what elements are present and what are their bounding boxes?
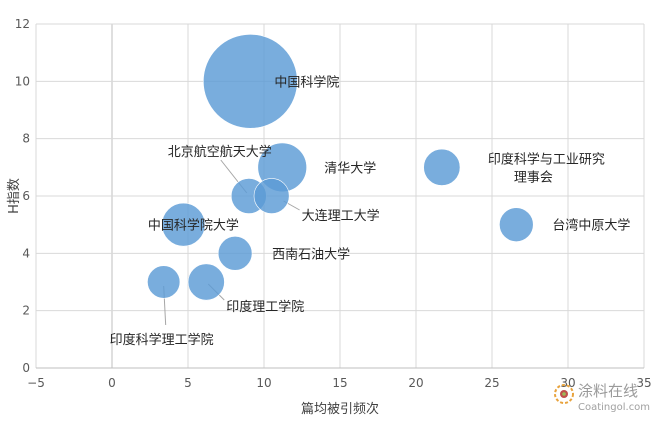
bubble-3 bbox=[253, 178, 290, 214]
watermark-sub: Coatingol.com bbox=[578, 402, 650, 413]
watermark-logo-icon bbox=[554, 384, 574, 404]
y-tick-label-6: 12 bbox=[15, 17, 30, 31]
x-tick-label-1: 0 bbox=[108, 376, 116, 390]
x-axis-ticks: −5 0 5 10 15 20 25 30 35 bbox=[27, 376, 651, 390]
bubbles bbox=[147, 34, 534, 301]
x-tick-label-6: 25 bbox=[484, 376, 499, 390]
point-label-6: 中国科学院大学 bbox=[148, 218, 239, 234]
x-tick-label-4: 15 bbox=[332, 376, 347, 390]
x-tick-label-0: −5 bbox=[27, 376, 45, 390]
y-tick-label-4: 8 bbox=[22, 132, 30, 146]
point-label-1: 北京航空航天大学 bbox=[168, 144, 272, 160]
y-tick-label-0: 0 bbox=[22, 361, 30, 375]
x-axis-title: 篇均被引频次 bbox=[301, 401, 379, 417]
y-axis-title: H指数 bbox=[7, 178, 22, 214]
y-tick-label-2: 4 bbox=[22, 246, 30, 260]
point-label-2: 清华大学 bbox=[324, 160, 376, 176]
bubble-0 bbox=[203, 34, 298, 129]
point-label-4: 印度科学与工业研究理事会 bbox=[488, 151, 605, 185]
bubble-8 bbox=[187, 263, 225, 301]
x-tick-label-8: 35 bbox=[636, 376, 651, 390]
point-label-3: 大连理工大学 bbox=[302, 208, 380, 224]
watermark: 涂料在线 Coatingol.com bbox=[554, 382, 650, 413]
x-tick-label-7: 30 bbox=[560, 376, 575, 390]
x-tick-label-3: 10 bbox=[256, 376, 271, 390]
x-tick-label-2: 5 bbox=[184, 376, 192, 390]
bubble-7 bbox=[217, 236, 253, 271]
point-label-9: 印度科学理工学院 bbox=[110, 332, 214, 348]
point-label-7: 西南石油大学 bbox=[272, 246, 350, 262]
point-label-5: 台湾中原大学 bbox=[552, 218, 630, 234]
y-axis-ticks: 0 2 4 6 8 10 12 bbox=[15, 17, 30, 375]
bubble-5 bbox=[499, 207, 534, 242]
bubble-9 bbox=[147, 265, 181, 299]
bubble-4 bbox=[423, 148, 461, 186]
y-tick-label-3: 6 bbox=[22, 189, 30, 203]
gridlines bbox=[35, 23, 645, 369]
y-tick-label-1: 2 bbox=[22, 304, 30, 318]
y-tick-label-5: 10 bbox=[15, 74, 30, 88]
x-tick-label-5: 20 bbox=[408, 376, 423, 390]
bubble-6 bbox=[161, 202, 206, 247]
watermark-text: 涂料在线 bbox=[578, 382, 638, 400]
point-label-8: 印度理工学院 bbox=[226, 299, 304, 315]
point-label-0: 中国科学院 bbox=[274, 74, 339, 90]
